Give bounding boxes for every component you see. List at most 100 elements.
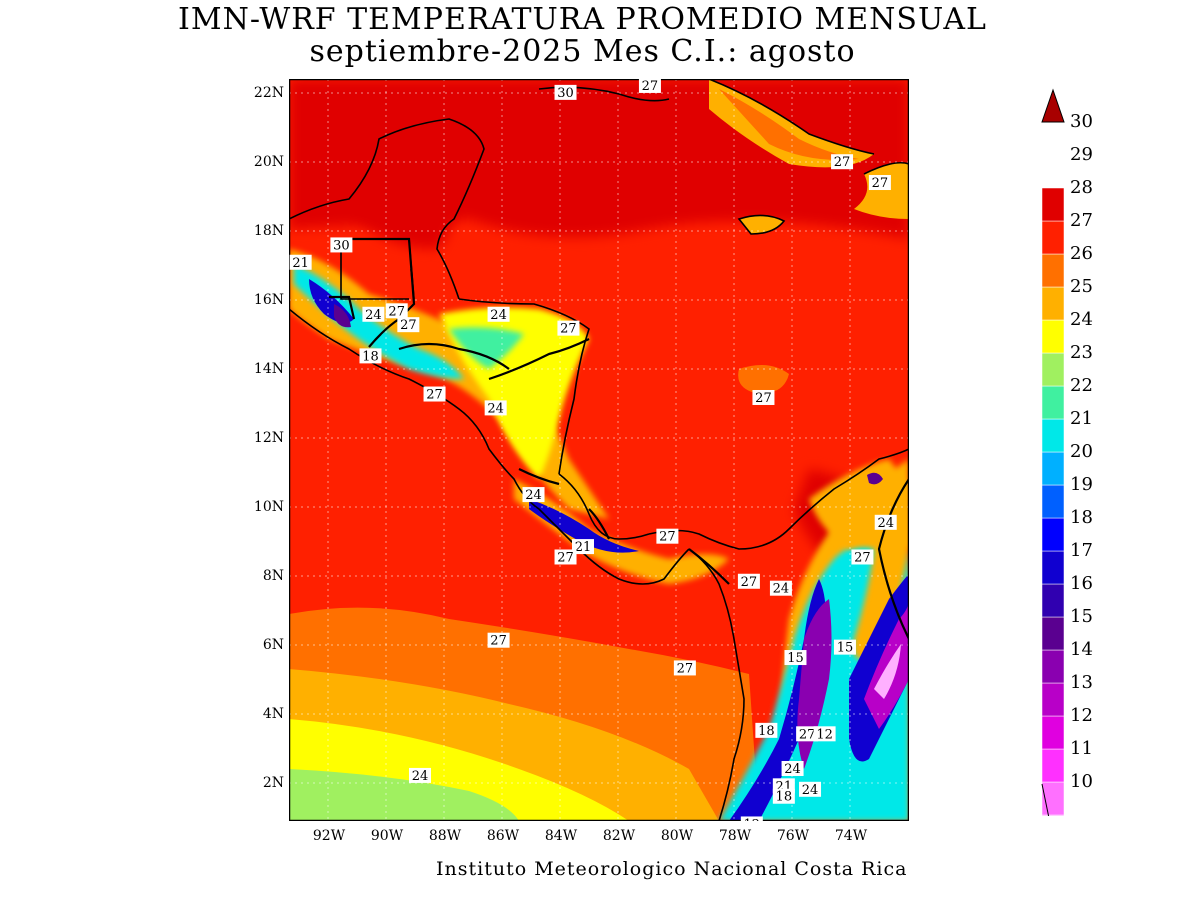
contour-label: 15 (833, 639, 856, 656)
colorbar-box (1041, 715, 1065, 750)
svg-text:27: 27 (557, 550, 574, 565)
costa-rica-cold (529, 499, 639, 553)
svg-text:18: 18 (776, 790, 793, 805)
colorbar-label: 27 (1070, 210, 1093, 231)
colorbar-box (1041, 286, 1065, 321)
svg-text:15: 15 (787, 651, 804, 666)
contour-label: 21 (289, 254, 312, 271)
colorbar-label: 30 (1070, 111, 1093, 132)
contour-label: 15 (784, 650, 807, 666)
colorbar-box (1041, 583, 1065, 618)
svg-text:21: 21 (575, 540, 592, 555)
y-tick-2n: 2N (262, 775, 284, 791)
svg-text:24: 24 (802, 783, 819, 798)
colorbar-label: 20 (1070, 441, 1093, 462)
svg-text:30: 30 (557, 86, 574, 101)
x-tick-90w: 90W (370, 828, 404, 844)
contour-label: 27 (851, 549, 874, 565)
x-tick-82w: 82W (602, 828, 636, 844)
colorbar-label: 15 (1070, 606, 1093, 627)
svg-text:27: 27 (490, 634, 507, 649)
svg-text:24: 24 (877, 516, 894, 531)
colorbar-label: 23 (1070, 342, 1093, 363)
colorbar-box (1041, 748, 1065, 783)
colorbar-label: 14 (1070, 639, 1093, 660)
y-tick-20n: 20N (253, 154, 284, 170)
colorbar-label: 29 (1070, 144, 1093, 165)
contour-label: 18 (359, 348, 382, 364)
temp-zone-27-spot (738, 365, 789, 394)
svg-text:24: 24 (490, 308, 507, 323)
x-tick-74w: 74W (834, 828, 868, 844)
honduras-cool (449, 327, 524, 369)
contour-label: 27 (554, 549, 577, 565)
svg-text:24: 24 (487, 401, 504, 416)
svg-text:24: 24 (412, 769, 429, 784)
contour-label: 30 (554, 84, 577, 101)
colorbar-box (1041, 352, 1065, 387)
contour-label: 27 (487, 632, 510, 649)
temp-zone-24-pacific (289, 769, 519, 821)
y-tick-6n: 6N (262, 637, 284, 653)
svg-text:12: 12 (744, 817, 761, 821)
svg-text:27: 27 (741, 575, 758, 590)
svg-text:24: 24 (365, 308, 382, 323)
svg-text:24: 24 (773, 582, 790, 597)
colorbar-box (1041, 451, 1065, 486)
contour-label: 24 (487, 306, 510, 323)
svg-text:27: 27 (560, 322, 577, 337)
colorbar-box (1041, 649, 1065, 684)
svg-text:21: 21 (292, 256, 309, 271)
colorbar-box (1041, 616, 1065, 651)
colorbar-box (1041, 319, 1065, 354)
svg-text:27: 27 (755, 391, 772, 406)
contour-label: 24 (408, 767, 431, 784)
colorbar-label: 22 (1070, 375, 1093, 396)
x-tick-92w: 92W (312, 828, 346, 844)
andes-purple-east (864, 599, 909, 729)
colorbar-label: 18 (1070, 507, 1093, 528)
colorbar-box (1041, 385, 1065, 420)
y-tick-12n: 12N (253, 430, 284, 446)
colorbar-tail (1041, 783, 1050, 816)
map-title: IMN-WRF TEMPERATURA PROMEDIO MENSUAL (178, 2, 987, 37)
contour-label: 27 (831, 154, 854, 170)
contour-label: 27 (752, 389, 775, 406)
contour-label: 27 (638, 79, 661, 94)
x-tick-76w: 76W (776, 828, 810, 844)
colorbar-box (1041, 550, 1065, 585)
colorbar-label: 24 (1070, 309, 1093, 330)
contour-label: 27 (673, 660, 696, 676)
colorbar-label: 17 (1070, 540, 1093, 561)
highlands-cool (294, 264, 464, 379)
svg-text:30: 30 (333, 238, 350, 253)
colorbar-box (1041, 220, 1065, 255)
contour-label: 27 (737, 573, 760, 590)
contour-label: 27 (385, 303, 408, 319)
y-tick-22n: 22N (253, 85, 284, 101)
svg-text:24: 24 (784, 762, 801, 777)
svg-text:18: 18 (758, 724, 775, 739)
contour-label: 24 (362, 306, 385, 323)
colorbar-label: 26 (1070, 243, 1093, 264)
svg-text:27: 27 (834, 155, 851, 170)
svg-text:18: 18 (362, 349, 379, 364)
contour-label: 30 (330, 237, 353, 253)
svg-text:24: 24 (525, 488, 542, 503)
x-tick-78w: 78W (718, 828, 752, 844)
temp-zone-29-yucatan (349, 111, 489, 249)
y-tick-16n: 16N (253, 292, 284, 308)
contour-label: 27 (423, 386, 446, 403)
contour-label: 18 (755, 722, 778, 739)
colorbar-boxes (1041, 88, 1065, 816)
colorbar-label: 10 (1070, 771, 1093, 792)
x-tick-84w: 84W (544, 828, 578, 844)
cuba-landmass (709, 79, 874, 168)
x-tick-86w: 86W (486, 828, 520, 844)
colorbar-label: 13 (1070, 672, 1093, 693)
contour-label: 24 (799, 781, 822, 798)
svg-text:27: 27 (659, 530, 676, 545)
contour-label: 27 (557, 320, 580, 337)
